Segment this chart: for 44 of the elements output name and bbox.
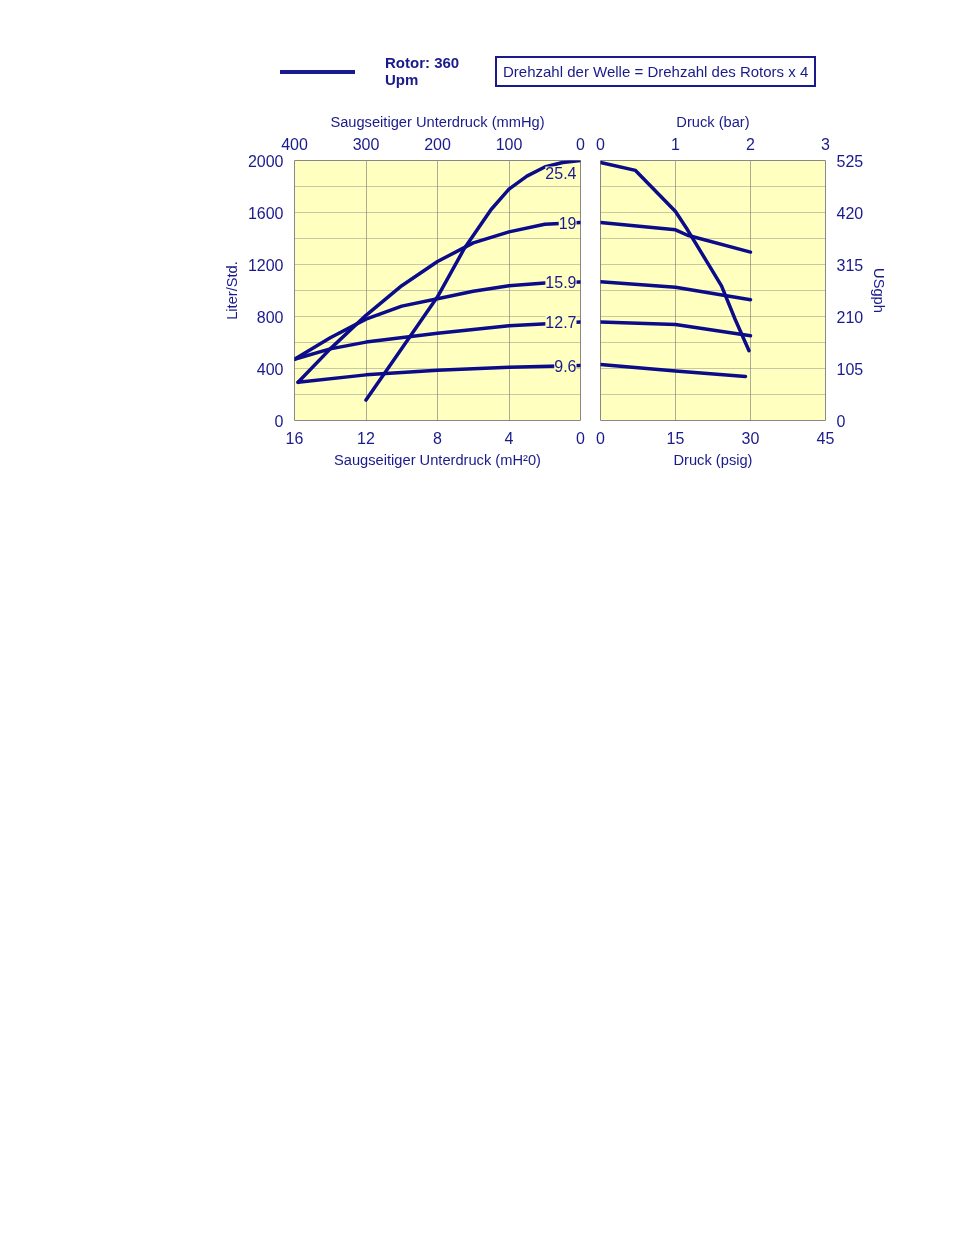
y-tick-label: 1200 [247,256,284,274]
x-tick-label: 16 [285,429,304,447]
x-tick-label: 0 [576,429,586,447]
x2-tick-label: 100 [495,135,523,153]
series-label: 15.9 [545,273,577,291]
x-tick-label: 4 [504,429,514,447]
x-tick-label: 0 [596,429,606,447]
text: Drehzahl der Welle = Drehzahl des Rotors x 4 [495,55,817,88]
y-tick-label: 400 [256,360,284,378]
line-series [600,160,751,353]
x-axis-title: Saugseitiger Unterdruck (mH²0) [334,451,541,468]
y-tick-label: 1600 [247,204,284,222]
x-axis-title: Druck (psig) [673,451,753,468]
x-tick-label: 12 [357,429,375,447]
y-tick-label: 0 [274,412,284,430]
x2-tick-label: 1 [671,135,681,153]
text: Rotor: 360 Upm [385,54,461,88]
y-tick-label: 315 [836,256,864,274]
y-tick-label: 800 [256,308,284,326]
y-tick-label: 105 [836,360,864,378]
y-tick-label: 2000 [247,152,284,170]
y-axis-title: USgph [871,268,888,313]
series-label: 9.6 [554,357,577,375]
series-label: 19 [558,214,577,232]
y-tick-label: 420 [836,204,864,222]
series-label: 25.4 [545,164,577,182]
x2-tick-label: 300 [352,135,380,153]
x2-tick-label: 200 [424,135,451,153]
series-label: 12.7 [545,314,577,332]
x2-axis-title: Druck (bar) [676,113,750,130]
x2-tick-label: 2 [746,135,756,153]
x2-tick-label: 3 [821,135,831,153]
x2-tick-label: 400 [281,135,308,153]
y-tick-label: 525 [836,152,864,170]
y-tick-label: 0 [836,412,846,430]
y-axis-title: Liter/Std. [223,261,240,320]
x2-axis-title: Saugseitiger Unterdruck (mmHg) [330,113,545,130]
x-tick-label: 30 [741,429,760,447]
x-tick-label: 15 [666,429,685,447]
x2-tick-label: 0 [596,135,606,153]
y-tick-label: 210 [836,308,864,326]
x-tick-label: 8 [433,429,443,447]
x-tick-label: 45 [816,429,835,447]
x2-tick-label: 0 [576,135,586,153]
